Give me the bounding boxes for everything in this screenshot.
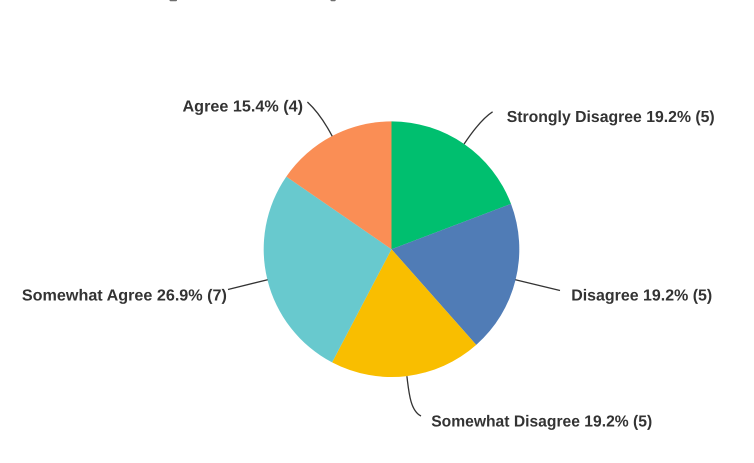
svg-text:Somewhat Disagree 19.2% (5): Somewhat Disagree 19.2% (5) [431,413,652,430]
svg-text:Agree 15.4% (4): Agree 15.4% (4) [183,98,304,115]
svg-text:Disagree 19.2% (5): Disagree 19.2% (5) [571,287,712,304]
svg-text:Strongly Disagree 19.2% (5): Strongly Disagree 19.2% (5) [507,109,715,126]
svg-text:Somewhat Agree 26.9% (7): Somewhat Agree 26.9% (7) [22,287,227,304]
